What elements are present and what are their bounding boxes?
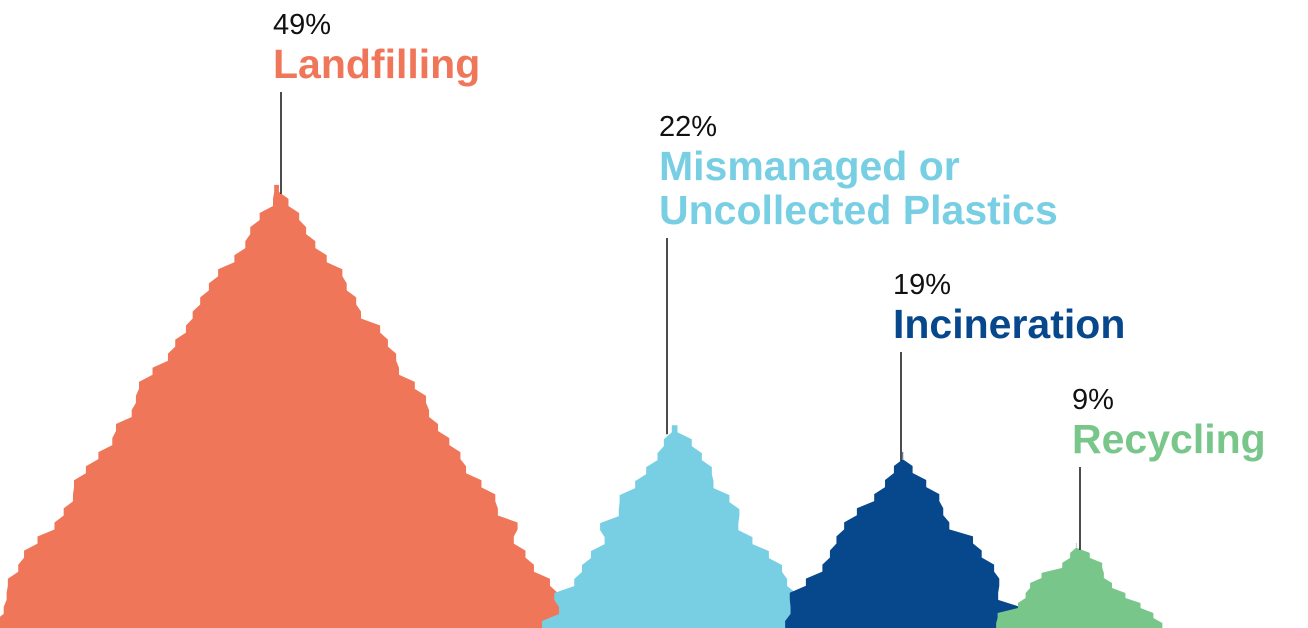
value-label: 22% bbox=[659, 110, 717, 144]
infographic: 49%Landfilling 22%Mismanaged or Uncollect… bbox=[0, 0, 1308, 628]
pile bbox=[0, 185, 578, 628]
category-label: Mismanaged or Uncollected Plastics bbox=[659, 144, 1159, 232]
value-label: 9% bbox=[1072, 383, 1114, 417]
pile bbox=[996, 543, 1162, 628]
pile bbox=[542, 425, 823, 628]
category-label: Recycling bbox=[1072, 417, 1308, 461]
category-label: Landfilling bbox=[273, 42, 593, 86]
value-label: 19% bbox=[893, 268, 951, 302]
category-label: Incineration bbox=[893, 302, 1213, 346]
pile bbox=[785, 452, 1020, 628]
value-label: 49% bbox=[273, 8, 331, 42]
